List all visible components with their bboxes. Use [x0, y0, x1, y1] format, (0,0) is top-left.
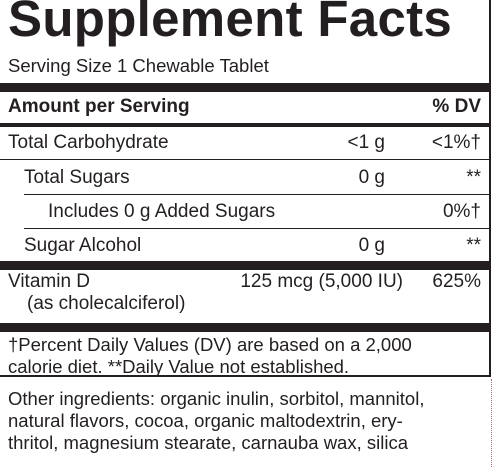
row-name: Sugar Alcohol	[24, 235, 142, 256]
footnote-line: calorie diet. **Daily Value not establis…	[8, 356, 350, 377]
header-divider	[0, 123, 491, 127]
thick-divider	[0, 83, 491, 92]
ingredients-line: natural flavors, cocoa, organic maltodex…	[8, 410, 403, 431]
row-name: Total Carbohydrate	[8, 132, 169, 153]
other-ingredients: Other ingredients: organic inulin, sorbi…	[8, 388, 483, 454]
ingredients-line: thritol, magnesium stearate, carnauba wa…	[8, 432, 408, 453]
row-amount: 0 g	[358, 235, 385, 256]
dv-footnote: †Percent Daily Values (DV) are based on …	[8, 334, 488, 378]
row-dv: <1%†	[431, 132, 481, 153]
thick-divider	[0, 323, 491, 332]
row-name: Vitamin D	[8, 271, 91, 292]
row-amount: <1 g	[347, 132, 385, 153]
ingredients-line: Other ingredients: organic inulin, sorbi…	[8, 388, 425, 409]
row-dv: **	[466, 167, 481, 188]
row-name: Total Sugars	[24, 167, 130, 188]
panel-title: Supplement Facts	[8, 0, 453, 47]
row-divider	[24, 228, 491, 229]
row-dv: 0%†	[442, 201, 481, 222]
row-amount: 125 mcg (5,000 IU)	[240, 271, 403, 292]
row-dv: 625%	[432, 271, 481, 292]
row-dv: **	[466, 235, 481, 256]
row-divider	[0, 159, 491, 160]
footnote-line: †Percent Daily Values (DV) are based on …	[8, 334, 412, 355]
dv-header: % DV	[432, 96, 481, 117]
row-subname: (as cholecalciferol)	[27, 293, 186, 314]
supplement-facts-panel: Supplement Facts Serving Size 1 Chewable…	[0, 0, 491, 377]
row-divider	[24, 194, 491, 195]
row-amount: 0 g	[358, 167, 385, 188]
dotted-border	[491, 379, 492, 467]
amount-per-serving-header: Amount per Serving	[8, 96, 190, 117]
row-name: Includes 0 g Added Sugars	[48, 201, 276, 222]
thick-divider	[0, 261, 491, 270]
serving-size: Serving Size 1 Chewable Tablet	[8, 55, 269, 76]
